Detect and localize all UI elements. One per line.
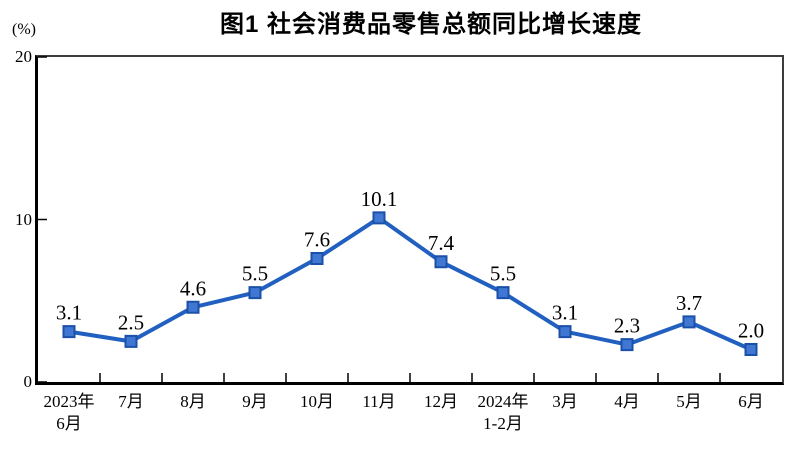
data-point-marker <box>248 286 262 300</box>
x-axis-tick-label-line: 6月 <box>56 414 82 433</box>
data-point-label: 5.5 <box>490 262 516 286</box>
x-axis-tick-label-line: 8月 <box>180 392 206 411</box>
data-point-label: 2.5 <box>118 310 144 334</box>
data-point-marker <box>186 300 200 314</box>
data-point-label: 7.4 <box>428 231 455 255</box>
x-axis-tick-label: 6月 <box>703 391 791 413</box>
data-point-marker <box>682 315 696 329</box>
chart-title: 图1 社会消费品零售总额同比增长速度 <box>219 11 642 38</box>
data-point-label: 3.1 <box>56 301 82 325</box>
x-axis-tick-label: 4月 <box>579 391 675 413</box>
x-axis-tick-label: 12月 <box>393 391 489 413</box>
y-axis-tick-label: 20 <box>15 47 32 66</box>
x-axis-tick-label: 10月 <box>269 391 365 413</box>
plot-area: 3.1 2.5 4.6 5.5 7.6 10.1 7.4 5.5 3.1 2.3 3.7 2.0 <box>35 55 784 385</box>
x-axis-tick-label-line: 7月 <box>118 392 144 411</box>
data-point-label: 2.3 <box>614 314 640 338</box>
data-point-marker <box>434 255 448 269</box>
line-series <box>67 215 753 352</box>
x-axis-tick-label: 2024年 1-2月 <box>455 391 551 435</box>
x-axis-tick-label-line: 10月 <box>300 392 334 411</box>
y-axis-tick-label: 0 <box>23 372 33 391</box>
data-point-label: 10.1 <box>361 187 398 211</box>
x-axis-tick-label-line: 9月 <box>242 392 268 411</box>
x-axis-tick-label-line: 1-2月 <box>483 414 523 433</box>
x-axis-tick-label-line: 2023年 <box>43 392 95 411</box>
x-axis-tick-label: 3月 <box>517 391 613 413</box>
data-point-label: 5.5 <box>242 262 268 286</box>
x-axis-tick-label-line: 3月 <box>552 392 578 411</box>
data-point-label: 4.6 <box>180 276 206 300</box>
x-axis-tick-label: 9月 <box>207 391 303 413</box>
x-axis-tick-label: 5月 <box>641 391 737 413</box>
y-axis-unit-label: (%) <box>12 21 36 38</box>
data-point-marker <box>620 338 634 352</box>
x-axis-tick-label-line: 2024年 <box>477 392 529 411</box>
data-point-marker <box>558 325 572 339</box>
data-point-label: 3.1 <box>552 301 578 325</box>
line-chart-canvas: 3.1 2.5 4.6 5.5 7.6 10.1 7.4 5.5 3.1 2.3 3.7 2.0 <box>38 56 764 383</box>
x-axis-tick-label-line: 11月 <box>362 392 396 411</box>
data-point-label: 2.0 <box>738 319 764 343</box>
x-axis-tick-label: 2023年 6月 <box>21 391 117 435</box>
y-axis-tick-label: 10 <box>15 209 32 229</box>
data-point-marker <box>372 211 386 225</box>
x-axis-tick-label: 11月 <box>331 391 427 413</box>
x-axis-tick-label-line: 5月 <box>676 392 702 411</box>
data-point-marker <box>124 334 138 348</box>
x-axis-tick-label: 7月 <box>83 391 179 413</box>
data-point-label: 7.6 <box>304 228 330 252</box>
x-axis-tick-label: 8月 <box>145 391 241 413</box>
data-point-marker <box>744 343 758 356</box>
data-point-marker <box>62 325 76 339</box>
data-point-marker <box>310 252 324 265</box>
data-point-marker <box>496 286 510 300</box>
data-point-label: 3.7 <box>676 291 702 315</box>
x-axis-tick-label-line: 12月 <box>424 392 458 411</box>
x-axis-tick-label-line: 4月 <box>614 392 640 411</box>
x-axis-tick-label-line: 6月 <box>738 392 764 411</box>
